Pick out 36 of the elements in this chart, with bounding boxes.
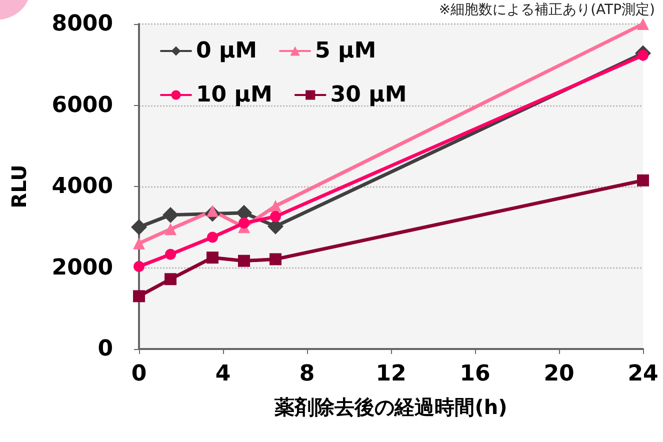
point: [238, 254, 250, 267]
point: [238, 218, 250, 229]
point: [206, 252, 218, 264]
point: [270, 211, 281, 222]
y-tick-label: 4000: [52, 174, 113, 199]
point: [207, 232, 218, 243]
y-tick-label: 6000: [52, 92, 113, 118]
point: [133, 290, 145, 302]
x-tick-label: 24: [628, 362, 658, 386]
x-tick-label: 20: [544, 362, 574, 386]
point: [637, 174, 649, 186]
legend-label: 0 µM: [196, 38, 258, 64]
y-tick-label: 2000: [52, 255, 113, 280]
point: [637, 18, 649, 30]
x-axis-title: 薬剤除去後の経過時間(h): [274, 395, 508, 419]
point: [133, 237, 145, 250]
legend-label: 10 µM: [196, 82, 272, 108]
text: ※細胞数による補正あり(ATP測定): [438, 2, 655, 18]
x-tick-label: 4: [215, 362, 231, 386]
x-tick-label: 12: [376, 362, 406, 386]
x-tick-label: 0: [131, 362, 147, 386]
point: [162, 206, 178, 223]
y-tick-label: 0: [98, 336, 113, 362]
point: [270, 200, 282, 212]
y-axis-title: RLU: [7, 164, 31, 208]
point: [164, 273, 176, 286]
x-tick-label: 16: [460, 362, 490, 386]
point: [131, 219, 147, 236]
legend-label: 5 µM: [315, 38, 376, 64]
point: [134, 261, 144, 272]
point: [164, 223, 176, 236]
point: [270, 253, 282, 266]
point: [165, 248, 176, 260]
x-tick-label: 8: [299, 362, 315, 386]
legend-label: 30 µM: [330, 82, 407, 108]
y-tick-label: 8000: [52, 12, 113, 36]
